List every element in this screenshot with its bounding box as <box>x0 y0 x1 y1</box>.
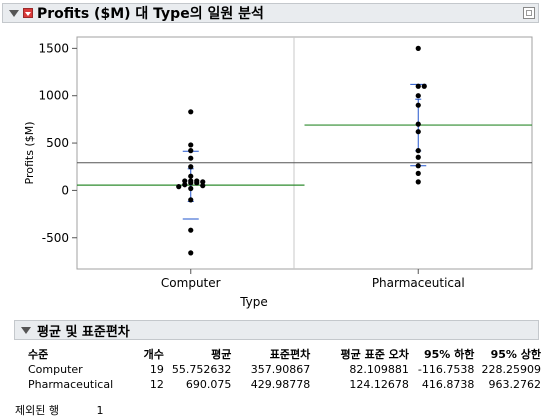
data-point <box>415 102 421 108</box>
col-count: 개수 <box>143 347 164 361</box>
table-row: Computer 19 55.752632 357.90867 82.10988… <box>22 362 541 377</box>
stats-title: 평균 및 표준편차 <box>37 324 130 340</box>
data-point <box>415 129 421 135</box>
col-upper: 95% 상한 <box>490 347 541 361</box>
cell-count: 19 <box>149 363 164 376</box>
report-header: Profits ($M) 대 Type의 일원 분석 <box>2 3 539 23</box>
data-point <box>188 164 194 170</box>
col-level: 수준 <box>28 347 49 361</box>
data-point <box>421 83 427 89</box>
data-point <box>188 155 194 161</box>
data-point <box>188 148 194 154</box>
data-point <box>415 93 421 99</box>
data-point <box>415 154 421 160</box>
plot-frame <box>76 36 533 270</box>
data-point <box>188 142 194 148</box>
x-tick-label: Pharmaceutical <box>372 276 465 290</box>
data-point <box>200 183 206 189</box>
x-tick-label: Computer <box>161 276 221 290</box>
cell-mean: 690.075 <box>185 378 232 391</box>
data-point <box>188 250 194 256</box>
data-point <box>415 83 421 89</box>
data-point <box>188 227 194 233</box>
data-point <box>176 184 182 190</box>
y-tick-label: -500 <box>42 231 69 245</box>
cell-sem: 82.109881 <box>349 363 409 376</box>
cell-sem: 124.12678 <box>349 378 409 391</box>
excluded-label: 제외된 행 <box>15 404 59 417</box>
cell-level: Computer <box>28 363 83 376</box>
red-triangle-menu-icon[interactable] <box>23 8 33 18</box>
col-sem: 평균 표준 오차 <box>340 347 409 361</box>
data-point <box>415 148 421 154</box>
y-tick-label: 500 <box>46 136 69 150</box>
data-point <box>415 45 421 51</box>
data-point <box>200 179 206 185</box>
data-point <box>188 197 194 203</box>
y-tick-label: 0 <box>61 183 69 197</box>
stats-header: 평균 및 표준편차 <box>14 320 539 340</box>
excluded-rows: 제외된 행 1 <box>15 402 104 418</box>
table-row: Pharmaceutical 12 690.075 429.98778 124.… <box>22 377 541 392</box>
data-point <box>415 121 421 127</box>
y-tick-label: 1000 <box>38 89 69 103</box>
cell-count: 12 <box>149 378 164 391</box>
col-std: 표준편차 <box>269 347 311 361</box>
col-mean: 평균 <box>211 347 232 361</box>
data-points <box>176 45 427 256</box>
collapse-triangle-icon[interactable] <box>9 9 19 17</box>
data-point <box>415 179 421 185</box>
cell-std: 357.90867 <box>250 363 311 376</box>
cell-lower: -116.7538 <box>417 363 475 376</box>
report-options-icon[interactable] <box>523 7 535 19</box>
cell-upper: 228.25909 <box>481 363 541 376</box>
cell-mean: 55.752632 <box>171 363 232 376</box>
cell-lower: 416.8738 <box>421 378 475 391</box>
data-point <box>415 163 421 169</box>
col-lower: 95% 하한 <box>423 347 475 361</box>
data-point <box>188 109 194 115</box>
y-axis-label: Profits ($M) <box>23 122 36 185</box>
x-axis: Computer Pharmaceutical <box>161 269 465 290</box>
data-point <box>188 173 194 179</box>
collapse-triangle-icon[interactable] <box>21 326 31 334</box>
y-tick-label: 1500 <box>38 41 69 55</box>
cell-upper: 963.2762 <box>488 378 541 391</box>
data-point <box>182 182 188 188</box>
x-axis-label: Type <box>239 295 268 309</box>
data-point <box>188 180 194 186</box>
report-title: Profits ($M) 대 Type의 일원 분석 <box>37 6 264 22</box>
y-axis: -500 0 500 1000 1500 <box>38 41 77 245</box>
stats-table: 수준 개수 평균 표준편차 평균 표준 오차 95% 하한 95% 상한 Com… <box>22 345 541 392</box>
data-point <box>188 185 194 192</box>
data-point <box>182 178 188 184</box>
data-point <box>194 180 200 186</box>
data-point <box>415 170 421 176</box>
stats-header-row: 수준 개수 평균 표준편차 평균 표준 오차 95% 하한 95% 상한 <box>22 345 541 362</box>
excluded-value: 1 <box>96 404 104 417</box>
cell-std: 429.98778 <box>250 378 311 391</box>
cell-level: Pharmaceutical <box>28 378 114 391</box>
